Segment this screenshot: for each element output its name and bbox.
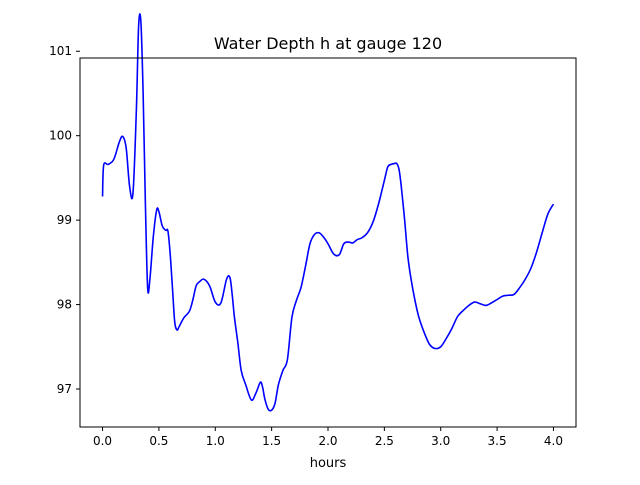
x-tick-label: 0.5 xyxy=(149,434,168,448)
x-tick-label: 0.0 xyxy=(93,434,112,448)
x-tick-label: 1.0 xyxy=(206,434,225,448)
y-tick-label: 100 xyxy=(49,129,72,143)
y-axis-ticks: 97 98 99 100 101 xyxy=(49,44,80,396)
y-tick-label: 97 xyxy=(57,382,72,396)
series-line-1 xyxy=(101,13,555,412)
x-axis-label: hours xyxy=(310,456,347,471)
x-axis-ticks: 0.0 0.5 1.0 1.5 2.0 2.5 3.0 3.5 4.0 xyxy=(93,427,563,448)
x-tick-label: 3.0 xyxy=(431,434,450,448)
x-tick-label: 4.0 xyxy=(544,434,563,448)
plot-area-frame xyxy=(79,57,577,428)
x-tick-label: 2.5 xyxy=(375,434,394,448)
y-tick-label: 98 xyxy=(57,298,72,312)
x-tick-label: 3.5 xyxy=(488,434,507,448)
x-tick-label: 1.5 xyxy=(262,434,281,448)
series-layer xyxy=(101,13,555,412)
x-tick-label: 2.0 xyxy=(318,434,337,448)
chart-title: Water Depth h at gauge 120 xyxy=(214,34,442,53)
y-tick-label: 101 xyxy=(49,44,72,58)
y-tick-label: 99 xyxy=(57,213,72,227)
